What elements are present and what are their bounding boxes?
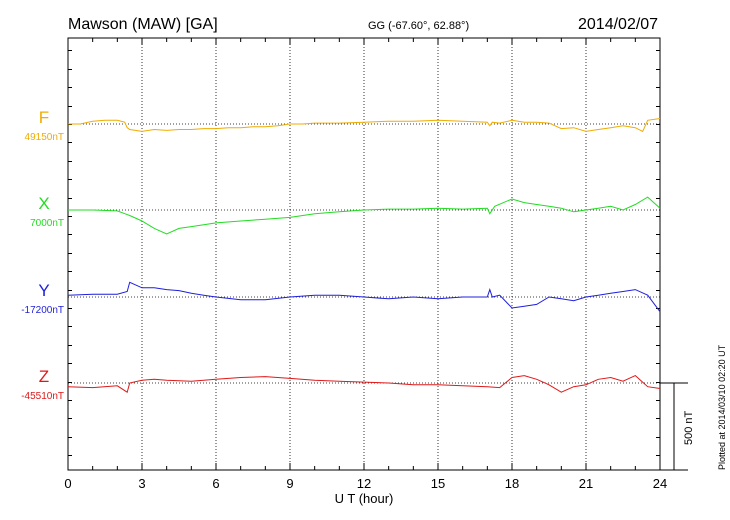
series-line-y xyxy=(67,281,661,312)
station-title: Mawson (MAW) [GA] xyxy=(68,16,218,33)
series-name-y: Y xyxy=(38,281,49,300)
series-name-z: Z xyxy=(39,367,49,386)
x-tick-label: 3 xyxy=(138,476,145,491)
x-tick-label: 0 xyxy=(64,476,71,491)
x-tick-label: 12 xyxy=(357,476,371,491)
grid-lines xyxy=(68,38,660,470)
scale-bar-label: 500 nT xyxy=(683,410,695,445)
series-lines xyxy=(67,118,661,393)
x-tick-label: 18 xyxy=(505,476,519,491)
series-baseline-y: -17200nT xyxy=(21,305,64,316)
series-line-f xyxy=(68,118,661,133)
x-tick-label: 24 xyxy=(653,476,667,491)
axis-ticks xyxy=(67,38,661,470)
series-name-f: F xyxy=(39,108,49,127)
series-baseline-f: 49150nT xyxy=(25,132,64,143)
series-labels: F 49150nT X 7000nT Y -17200nT Z -45510nT xyxy=(21,108,64,402)
x-tick-label: 15 xyxy=(431,476,445,491)
series-baseline-x: 7000nT xyxy=(30,218,64,229)
x-axis-label: U T (hour) xyxy=(335,491,394,506)
series-line-x xyxy=(68,196,661,235)
series-baseline-z: -45510nT xyxy=(21,391,64,402)
x-tick-label: 9 xyxy=(286,476,293,491)
date-label: 2014/02/07 xyxy=(578,16,658,33)
coordinates-label: GG (-67.60°, 62.88°) xyxy=(368,20,469,32)
scale-bar: 500 nT xyxy=(660,382,695,471)
series-name-x: X xyxy=(38,194,49,213)
x-tick-label: 21 xyxy=(579,476,593,491)
series-line-z xyxy=(67,375,661,393)
x-tick-label: 6 xyxy=(212,476,219,491)
plotted-at-note: Plotted at 2014/03/10 02:20 UT xyxy=(717,344,727,470)
x-tick-labels: 0 3 6 9 12 15 18 21 24 xyxy=(64,476,667,491)
